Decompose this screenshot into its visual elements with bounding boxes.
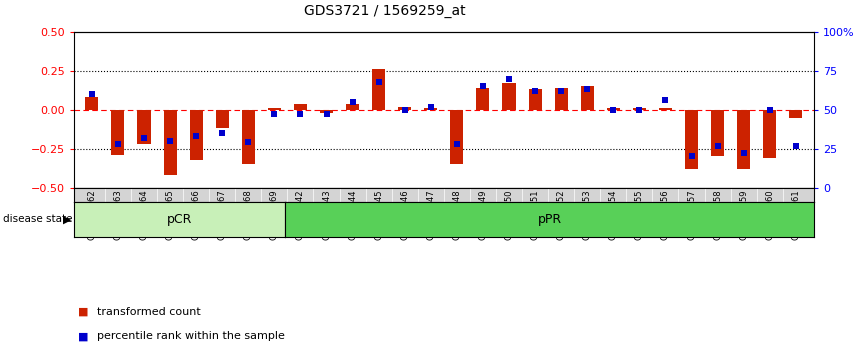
- Bar: [320, 110, 333, 113]
- Bar: [216, 110, 229, 129]
- Bar: [268, 108, 281, 110]
- Text: ▶: ▶: [63, 215, 72, 224]
- Bar: [763, 110, 776, 158]
- Point: [163, 138, 177, 144]
- Text: ■: ■: [78, 307, 88, 316]
- Text: GDS3721 / 1569259_at: GDS3721 / 1569259_at: [304, 4, 465, 18]
- Bar: [346, 103, 359, 110]
- Text: disease state: disease state: [3, 215, 72, 224]
- Bar: [737, 110, 750, 169]
- Point: [85, 91, 99, 97]
- Point: [476, 84, 490, 89]
- Text: GSM559059: GSM559059: [740, 190, 748, 240]
- Text: GSM559066: GSM559066: [191, 190, 201, 240]
- Bar: [633, 108, 646, 110]
- Bar: [86, 97, 99, 110]
- Text: GSM559050: GSM559050: [505, 190, 514, 240]
- Point: [606, 107, 620, 113]
- Point: [789, 143, 803, 148]
- Text: GSM559044: GSM559044: [348, 190, 357, 240]
- Point: [320, 112, 333, 117]
- Text: GSM559053: GSM559053: [583, 190, 591, 240]
- Point: [528, 88, 542, 94]
- Text: ■: ■: [78, 331, 88, 341]
- Point: [216, 130, 229, 136]
- Text: GSM559068: GSM559068: [244, 190, 253, 240]
- Text: GSM559043: GSM559043: [322, 190, 331, 240]
- Bar: [789, 110, 802, 118]
- Text: GSM559065: GSM559065: [165, 190, 175, 240]
- Bar: [607, 108, 620, 110]
- Bar: [112, 110, 125, 155]
- Text: GSM559042: GSM559042: [296, 190, 305, 240]
- Point: [658, 98, 672, 103]
- Point: [580, 87, 594, 92]
- Point: [423, 104, 437, 109]
- Point: [346, 99, 359, 105]
- Point: [242, 139, 255, 145]
- Bar: [190, 110, 203, 160]
- Bar: [138, 110, 151, 144]
- Point: [189, 133, 203, 139]
- Bar: [476, 88, 489, 110]
- Text: GSM559052: GSM559052: [557, 190, 565, 240]
- Bar: [502, 83, 515, 110]
- Text: pCR: pCR: [166, 213, 192, 226]
- Point: [685, 154, 699, 159]
- Text: GSM559054: GSM559054: [609, 190, 617, 240]
- Point: [372, 79, 385, 85]
- Text: GSM559048: GSM559048: [452, 190, 462, 240]
- Point: [137, 135, 151, 141]
- Bar: [659, 108, 672, 110]
- Bar: [372, 69, 385, 110]
- Text: GSM559061: GSM559061: [792, 190, 800, 240]
- Text: GSM559064: GSM559064: [139, 190, 148, 240]
- Point: [711, 143, 725, 148]
- Text: GSM559058: GSM559058: [713, 190, 722, 240]
- Bar: [685, 110, 698, 169]
- Text: GSM559060: GSM559060: [766, 190, 774, 240]
- Point: [632, 107, 646, 113]
- Bar: [164, 110, 177, 175]
- Text: GSM559057: GSM559057: [687, 190, 696, 240]
- Text: percentile rank within the sample: percentile rank within the sample: [97, 331, 285, 341]
- Bar: [554, 88, 568, 110]
- Text: GSM559056: GSM559056: [661, 190, 670, 240]
- Text: GSM559062: GSM559062: [87, 190, 96, 240]
- Point: [737, 150, 751, 156]
- Bar: [528, 90, 541, 110]
- Point: [502, 76, 516, 81]
- Text: GSM559055: GSM559055: [635, 190, 643, 240]
- Text: pPR: pPR: [538, 213, 562, 226]
- Point: [268, 112, 281, 117]
- Bar: [398, 107, 411, 110]
- Point: [554, 88, 568, 94]
- Point: [294, 112, 307, 117]
- Point: [397, 107, 411, 113]
- Bar: [242, 110, 255, 164]
- Text: GSM559046: GSM559046: [400, 190, 410, 240]
- Point: [450, 141, 464, 147]
- Text: transformed count: transformed count: [97, 307, 201, 316]
- Bar: [424, 108, 437, 110]
- Text: GSM559067: GSM559067: [217, 190, 227, 240]
- Bar: [294, 103, 307, 110]
- Point: [111, 141, 125, 147]
- Bar: [711, 110, 724, 156]
- Text: GSM559047: GSM559047: [426, 190, 436, 240]
- Text: GSM559051: GSM559051: [531, 190, 540, 240]
- Bar: [450, 110, 463, 164]
- Text: GSM559063: GSM559063: [113, 190, 122, 240]
- Point: [763, 107, 777, 113]
- Text: GSM559045: GSM559045: [374, 190, 383, 240]
- Text: GSM559049: GSM559049: [478, 190, 488, 240]
- Text: GSM559069: GSM559069: [270, 190, 279, 240]
- Bar: [581, 86, 594, 110]
